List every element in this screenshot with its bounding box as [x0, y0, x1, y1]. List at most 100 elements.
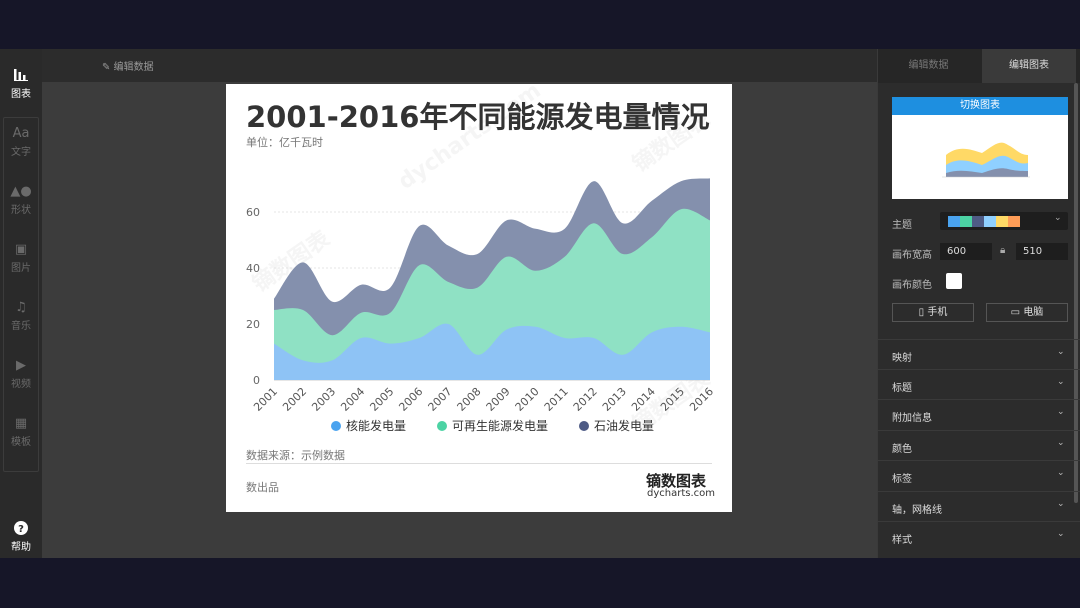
x-tick-label: 2001 [251, 385, 280, 414]
toolbox-group [3, 117, 39, 472]
chevron-down-icon: ⌄ [1054, 213, 1062, 223]
theme-swatch [996, 216, 1008, 227]
theme-select[interactable]: ⌄ [940, 212, 1068, 230]
y-tick-label: 40 [246, 262, 260, 275]
chevron-down-icon: ⌄ [1057, 468, 1065, 478]
tab-edit-data[interactable]: 编辑数据 [908, 60, 949, 71]
series-area [274, 323, 710, 380]
thumb-area-bottom [946, 168, 1028, 177]
divider [246, 463, 712, 464]
section-mapping[interactable]: 映射 ⌄ [878, 339, 1080, 369]
series-area [274, 208, 710, 380]
section-label: 轴，网格线 [892, 505, 942, 516]
help-button[interactable]: ? 帮助 [0, 520, 42, 553]
y-tick-label: 20 [246, 318, 260, 331]
chevron-down-icon: ⌄ [1057, 529, 1065, 539]
legend-marker [331, 421, 341, 431]
edit-data-button[interactable]: ✎ 编辑数据 [102, 58, 154, 73]
nav-video-label: 视频 [11, 379, 31, 390]
x-tick-label: 2007 [426, 385, 455, 414]
nav-video[interactable]: ▶ 视频 [0, 357, 42, 390]
x-tick-label: 2011 [542, 385, 571, 414]
section-title[interactable]: 标题 ⌄ [878, 369, 1080, 399]
canvas-width-input[interactable]: 600 [940, 243, 992, 260]
x-tick-label: 2015 [658, 385, 687, 414]
nav-image[interactable]: ▣ 图片 [0, 241, 42, 274]
canvas-height-input[interactable]: 510 [1016, 243, 1068, 260]
chevron-down-icon: ⌄ [1057, 377, 1065, 387]
section-label: 映射 [892, 353, 912, 364]
chevron-down-icon: ⌄ [1057, 407, 1065, 417]
svg-text:?: ? [18, 524, 24, 535]
edit-data-label: 编辑数据 [113, 62, 154, 73]
video-icon: ▶ [16, 358, 26, 373]
canvas-area: dycharts.com 镝数图表 镝数图表 dycharts.com 镝数图表… [42, 82, 877, 558]
theme-label: 主题 [892, 220, 912, 231]
scrollbar[interactable] [1074, 83, 1078, 503]
section-label: 样式 [892, 535, 912, 546]
canvas-color-picker[interactable] [946, 273, 962, 289]
chart-subtitle[interactable]: 单位：亿千瓦时 [246, 136, 323, 149]
pc-label: 电脑 [1023, 307, 1044, 318]
x-tick-label: 2008 [455, 385, 484, 414]
x-tick-label: 2014 [629, 385, 658, 414]
nav-chart-label: 图表 [11, 89, 31, 100]
nav-chart[interactable]: 图表 [0, 67, 42, 100]
theme-swatch [972, 216, 984, 227]
section-extra-info[interactable]: 附加信息 ⌄ [878, 399, 1080, 429]
x-tick-label: 2004 [338, 385, 367, 414]
nav-shape[interactable]: ▲● 形状 [0, 183, 42, 216]
panel-tabs: 编辑数据 编辑图表 [878, 49, 1080, 83]
chart-card[interactable]: dycharts.com 镝数图表 镝数图表 dycharts.com 镝数图表… [226, 84, 732, 512]
legend-marker [437, 421, 447, 431]
shape-icon: ▲● [10, 184, 32, 199]
nav-shape-label: 形状 [11, 205, 31, 216]
chevron-down-icon: ⌄ [1057, 438, 1065, 448]
phone-button[interactable]: ▯ 手机 [892, 303, 974, 322]
chart-title[interactable]: 2001-2016年不同能源发电量情况 [246, 100, 710, 134]
section-labels[interactable]: 标签 ⌄ [878, 460, 1080, 490]
switch-chart-button[interactable]: 切换图表 [892, 97, 1068, 115]
section-label: 附加信息 [892, 413, 932, 424]
data-source[interactable]: 数据来源：示例数据 [246, 449, 345, 462]
chevron-down-icon: ⌄ [1057, 347, 1065, 357]
tab-edit-chart[interactable]: 编辑图表 [982, 49, 1076, 83]
left-toolbar: 图表 Aa 文字 ▲● 形状 ▣ 图片 ♫ 音乐 ▶ 视频 ▦ 模板 ? [0, 49, 42, 558]
help-icon: ? [0, 520, 42, 538]
phone-icon: ▯ [918, 307, 925, 318]
pc-button[interactable]: ▭ 电脑 [986, 303, 1068, 322]
theme-swatch [948, 216, 960, 227]
switch-chart-card[interactable]: 切换图表 [892, 97, 1068, 199]
lock-icon[interactable]: 🔒︎ [1000, 245, 1006, 256]
x-tick-label: 2012 [571, 385, 600, 414]
chevron-down-icon: ⌄ [1057, 499, 1065, 509]
x-tick-label: 2013 [600, 385, 629, 414]
section-color[interactable]: 颜色 ⌄ [878, 430, 1080, 460]
bar-chart-icon [0, 67, 42, 85]
music-icon: ♫ [15, 300, 27, 315]
legend-label: 核能发电量 [346, 418, 406, 433]
legend-label: 可再生能源发电量 [452, 418, 548, 433]
x-tick-label: 2005 [367, 385, 396, 414]
y-tick-label: 60 [246, 206, 260, 219]
right-panel: 编辑数据 编辑图表 切换图表 主题 ⌄ 画布宽高 600 🔒︎ 510 [878, 49, 1080, 558]
phone-label: 手机 [927, 307, 948, 318]
edit-icon: ✎ [102, 62, 111, 73]
section-style[interactable]: 样式 ⌄ [878, 521, 1080, 551]
section-axis-grid[interactable]: 轴，网格线 ⌄ [878, 491, 1080, 521]
section-label: 标题 [892, 383, 912, 394]
x-tick-label: 2016 [687, 385, 716, 414]
monitor-icon: ▭ [1010, 307, 1021, 318]
canvas-size-label: 画布宽高 [892, 250, 932, 261]
brand-logo: 镝数图表 [646, 472, 707, 490]
producer-text[interactable]: 数出品 [246, 481, 279, 494]
nav-template[interactable]: ▦ 模板 [0, 415, 42, 448]
nav-image-label: 图片 [11, 263, 31, 274]
section-label: 颜色 [892, 444, 912, 455]
help-label: 帮助 [11, 542, 31, 553]
canvas-color-label: 画布颜色 [892, 280, 932, 291]
nav-music[interactable]: ♫ 音乐 [0, 299, 42, 332]
nav-template-label: 模板 [11, 437, 31, 448]
nav-text[interactable]: Aa 文字 [0, 125, 42, 158]
